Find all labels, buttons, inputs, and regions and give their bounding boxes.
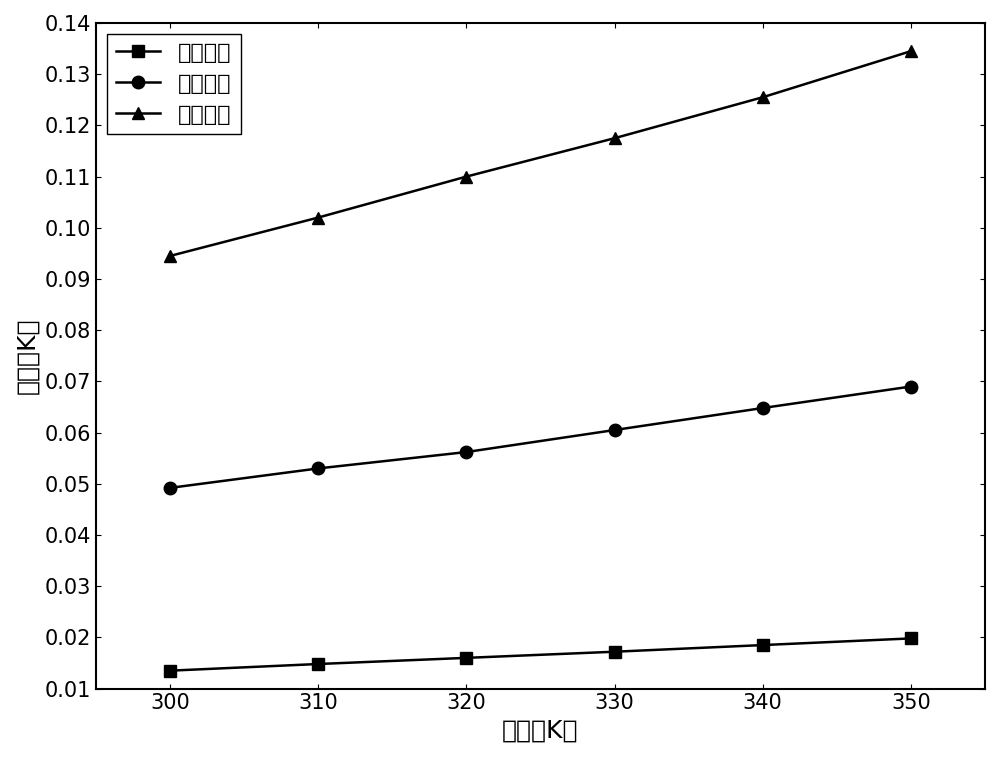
- 五次谐波: [757, 92, 769, 102]
- Y-axis label: 误差（K）: 误差（K）: [15, 318, 39, 394]
- 三次谐波: [609, 425, 621, 434]
- Line: 五次谐波: 五次谐波: [164, 45, 917, 262]
- 一次谐波: [905, 634, 917, 643]
- Line: 三次谐波: 三次谐波: [164, 381, 917, 494]
- 五次谐波: [312, 213, 324, 222]
- 一次谐波: [460, 653, 472, 662]
- 一次谐波: [164, 666, 176, 675]
- Legend: 一次谐波, 三次谐波, 五次谐波: 一次谐波, 三次谐波, 五次谐波: [107, 34, 241, 134]
- 五次谐波: [609, 133, 621, 143]
- 三次谐波: [164, 484, 176, 493]
- 三次谐波: [312, 464, 324, 473]
- Line: 一次谐波: 一次谐波: [164, 632, 917, 677]
- 三次谐波: [460, 447, 472, 456]
- 三次谐波: [757, 403, 769, 412]
- 五次谐波: [460, 172, 472, 181]
- X-axis label: 温度（K）: 温度（K）: [502, 719, 579, 743]
- 一次谐波: [609, 647, 621, 656]
- 一次谐波: [312, 659, 324, 669]
- 三次谐波: [905, 382, 917, 391]
- 一次谐波: [757, 641, 769, 650]
- 五次谐波: [164, 252, 176, 261]
- 五次谐波: [905, 46, 917, 55]
